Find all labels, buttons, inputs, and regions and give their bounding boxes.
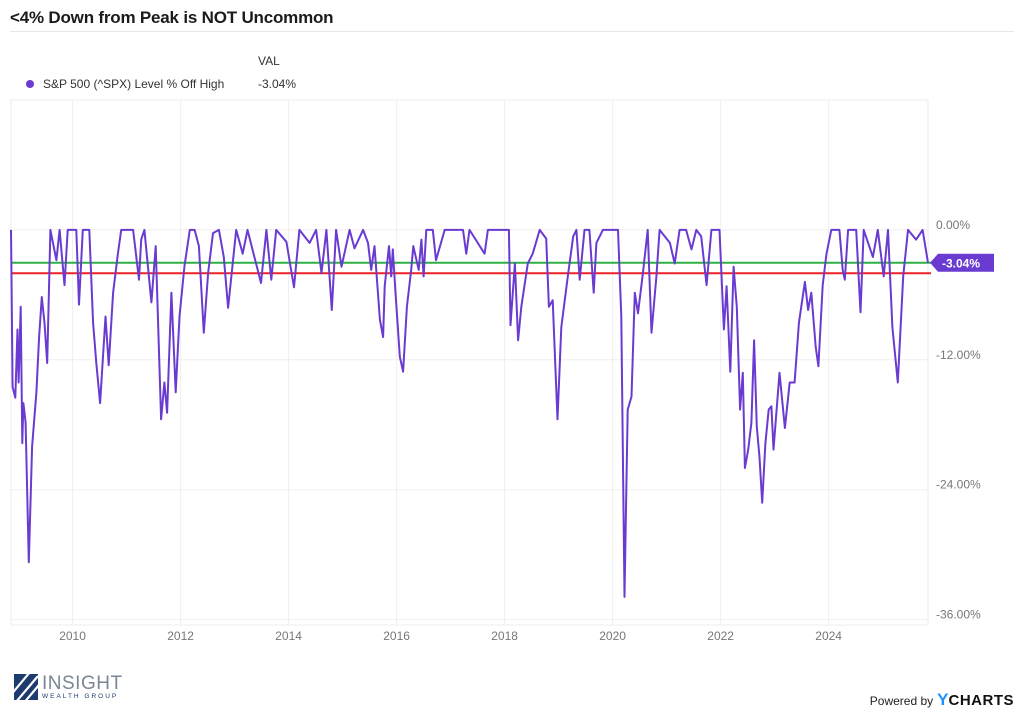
- powered-by-ycharts[interactable]: Powered by Y CHARTS: [870, 690, 1014, 710]
- y-tick-label: -12.00%: [936, 348, 981, 362]
- chart-title: <4% Down from Peak is NOT Uncommon: [10, 8, 334, 27]
- logo-main-text: INSIGHT: [42, 673, 123, 694]
- insight-stripes-icon: [14, 674, 38, 700]
- x-tick-label: 2014: [275, 629, 302, 643]
- legend-item-value: -3.04%: [258, 77, 297, 91]
- x-tick-label: 2012: [167, 629, 194, 643]
- x-tick-label: 2010: [59, 629, 86, 643]
- legend-value-header: VAL: [258, 54, 280, 68]
- insight-wealth-group-logo: INSIGHT WEALTH GROUP: [14, 674, 123, 701]
- legend-marker-icon: [26, 80, 34, 88]
- last-value-label: -3.04%: [942, 256, 980, 270]
- powered-by-text: Powered by: [869, 694, 934, 708]
- logo-sub-text: WEALTH GROUP: [42, 693, 119, 700]
- series-line: [10, 228, 929, 598]
- legend-item-label: S&P 500 (^SPX) Level % Off High: [43, 77, 225, 91]
- ycharts-y-logo: Y: [937, 690, 949, 709]
- legend-item[interactable]: S&P 500 (^SPX) Level % Off High: [26, 77, 224, 91]
- ycharts-wordmark: CHARTS: [948, 692, 1014, 709]
- y-tick-label: 0.00%: [936, 218, 970, 232]
- x-tick-label: 2018: [491, 629, 518, 643]
- plot-area-frame: [10, 99, 929, 626]
- y-tick-label: -24.00%: [936, 478, 981, 492]
- x-tick-label: 2016: [383, 629, 410, 643]
- x-tick-label: 2022: [707, 629, 734, 643]
- title-divider: [10, 31, 1014, 32]
- last-value-tag: [930, 253, 994, 272]
- x-tick-label: 2020: [599, 629, 626, 643]
- y-tick-label: -36.00%: [936, 608, 981, 622]
- x-tick-label: 2024: [815, 629, 842, 643]
